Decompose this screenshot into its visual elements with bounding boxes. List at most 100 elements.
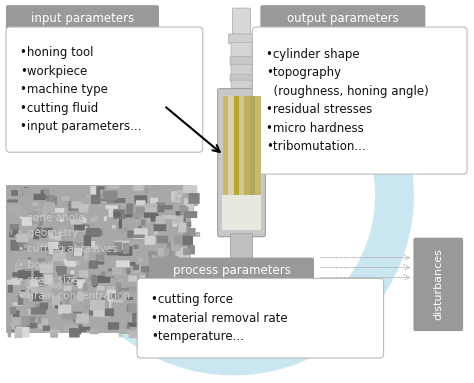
FancyBboxPatch shape [138,310,151,316]
FancyBboxPatch shape [9,232,15,237]
FancyBboxPatch shape [231,64,252,75]
FancyBboxPatch shape [178,325,192,331]
FancyBboxPatch shape [73,312,82,322]
FancyBboxPatch shape [116,260,130,267]
FancyBboxPatch shape [21,330,28,336]
FancyBboxPatch shape [73,243,84,249]
FancyBboxPatch shape [90,329,99,334]
FancyBboxPatch shape [31,279,36,285]
FancyBboxPatch shape [27,287,37,297]
FancyBboxPatch shape [157,236,168,243]
FancyBboxPatch shape [108,322,119,330]
FancyBboxPatch shape [71,270,74,281]
FancyBboxPatch shape [64,324,79,332]
FancyBboxPatch shape [136,200,146,205]
FancyBboxPatch shape [255,96,261,195]
FancyBboxPatch shape [144,203,157,213]
FancyBboxPatch shape [16,234,28,242]
FancyBboxPatch shape [98,311,109,315]
FancyBboxPatch shape [29,226,36,234]
FancyBboxPatch shape [127,297,133,300]
FancyBboxPatch shape [39,215,47,222]
FancyBboxPatch shape [39,229,48,236]
FancyBboxPatch shape [97,286,105,291]
FancyBboxPatch shape [188,245,195,254]
FancyBboxPatch shape [413,238,463,331]
FancyBboxPatch shape [89,309,93,316]
FancyBboxPatch shape [121,287,129,295]
FancyBboxPatch shape [178,266,184,272]
FancyBboxPatch shape [89,276,96,280]
FancyBboxPatch shape [50,202,55,213]
FancyBboxPatch shape [71,290,77,298]
FancyBboxPatch shape [24,187,28,196]
FancyBboxPatch shape [165,250,175,256]
FancyBboxPatch shape [108,268,114,278]
FancyBboxPatch shape [124,188,134,199]
FancyBboxPatch shape [8,205,21,214]
FancyBboxPatch shape [19,310,28,316]
FancyBboxPatch shape [70,297,78,304]
FancyBboxPatch shape [184,299,198,309]
FancyBboxPatch shape [84,236,91,246]
FancyBboxPatch shape [63,274,74,280]
FancyBboxPatch shape [90,300,103,311]
FancyBboxPatch shape [153,287,159,295]
FancyBboxPatch shape [112,267,122,275]
FancyBboxPatch shape [84,214,93,218]
FancyBboxPatch shape [73,278,83,285]
FancyBboxPatch shape [6,27,203,152]
FancyBboxPatch shape [178,211,182,220]
FancyBboxPatch shape [107,290,117,295]
FancyBboxPatch shape [65,298,70,309]
FancyBboxPatch shape [138,315,148,321]
FancyBboxPatch shape [86,228,100,237]
FancyBboxPatch shape [18,188,23,199]
FancyBboxPatch shape [165,256,179,265]
FancyBboxPatch shape [164,320,173,328]
FancyBboxPatch shape [188,193,200,204]
FancyBboxPatch shape [141,322,155,329]
FancyBboxPatch shape [230,74,253,81]
FancyBboxPatch shape [50,283,62,288]
FancyBboxPatch shape [50,196,54,200]
FancyBboxPatch shape [12,229,18,235]
FancyBboxPatch shape [231,43,252,57]
FancyBboxPatch shape [126,203,133,214]
FancyBboxPatch shape [11,278,18,285]
FancyBboxPatch shape [48,242,58,249]
FancyBboxPatch shape [82,197,97,204]
FancyBboxPatch shape [67,211,80,219]
FancyBboxPatch shape [152,276,161,286]
FancyBboxPatch shape [132,214,142,218]
FancyBboxPatch shape [234,96,239,195]
FancyBboxPatch shape [36,226,42,229]
FancyBboxPatch shape [114,212,121,217]
FancyBboxPatch shape [118,227,128,231]
FancyBboxPatch shape [179,280,189,287]
FancyBboxPatch shape [12,274,21,278]
FancyBboxPatch shape [118,330,123,337]
FancyBboxPatch shape [253,27,467,174]
FancyBboxPatch shape [157,203,164,213]
FancyBboxPatch shape [176,307,191,311]
FancyBboxPatch shape [14,328,22,338]
FancyBboxPatch shape [103,191,118,200]
FancyBboxPatch shape [155,332,170,339]
FancyBboxPatch shape [130,187,139,192]
FancyBboxPatch shape [20,316,30,326]
FancyBboxPatch shape [184,211,197,218]
FancyBboxPatch shape [117,210,121,220]
FancyBboxPatch shape [38,217,43,226]
FancyBboxPatch shape [19,242,27,250]
FancyBboxPatch shape [11,190,24,196]
Text: process parameters: process parameters [173,264,291,277]
FancyBboxPatch shape [105,272,114,277]
FancyBboxPatch shape [180,329,191,336]
FancyBboxPatch shape [136,308,147,316]
FancyBboxPatch shape [110,297,124,303]
FancyBboxPatch shape [76,326,90,331]
FancyBboxPatch shape [56,266,67,276]
FancyBboxPatch shape [144,208,157,218]
FancyBboxPatch shape [139,298,143,304]
